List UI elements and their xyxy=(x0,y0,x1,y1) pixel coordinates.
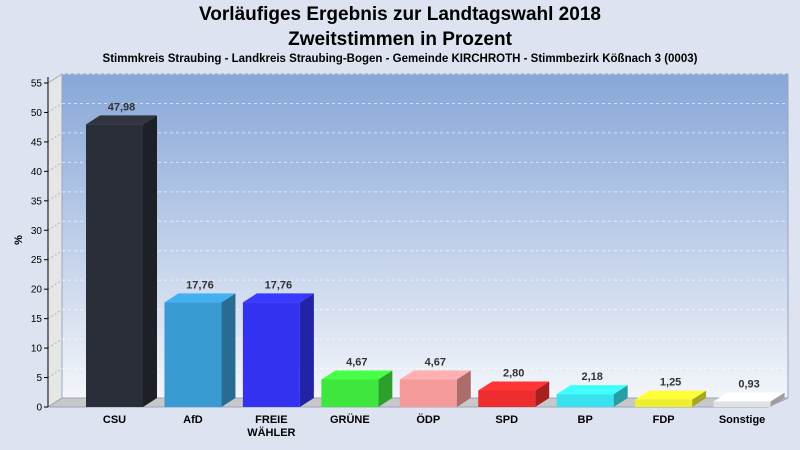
bar-top xyxy=(635,390,707,400)
bar-front xyxy=(478,390,536,407)
data-label: 1,25 xyxy=(660,377,681,389)
bar-3: 17,76 xyxy=(242,279,314,407)
bar-front xyxy=(242,302,300,407)
bar-side xyxy=(378,370,393,407)
y-tick-label: 45 xyxy=(31,137,43,148)
y-tick-label: 35 xyxy=(31,196,43,207)
bar-front xyxy=(164,302,222,407)
gridline-wall xyxy=(47,338,63,349)
y-tick-label: 40 xyxy=(31,167,43,178)
bar-front xyxy=(556,394,614,407)
bar-7: 2,18 xyxy=(556,371,628,407)
y-axis-label: % xyxy=(13,235,25,245)
bar-front xyxy=(635,399,693,407)
bar-8: 1,25 xyxy=(635,377,707,407)
x-tick-label: AfD xyxy=(183,414,203,426)
bar-top xyxy=(556,385,628,395)
bar-top xyxy=(478,381,550,391)
chart-title: Vorläufiges Ergebnis zur Landtagswahl 20… xyxy=(199,4,601,25)
y-tick-label: 10 xyxy=(31,344,43,355)
bar-side xyxy=(299,293,314,407)
left-wall xyxy=(47,73,63,408)
gridline-wall xyxy=(47,103,63,113)
bar-top xyxy=(86,115,157,125)
bar-1: 47,98 xyxy=(86,101,157,407)
data-label: 0,93 xyxy=(738,379,759,391)
bar-9: 0,93 xyxy=(713,379,785,407)
bar-6: 2,80 xyxy=(478,368,550,407)
gridline-wall xyxy=(47,191,63,202)
gridline-wall xyxy=(47,250,63,261)
bar-side xyxy=(613,385,628,407)
gridline-wall xyxy=(47,309,63,320)
chart-caption: Stimmkreis Straubing - Landkreis Straubi… xyxy=(102,53,698,65)
x-tick-label: FREIE WÄHLER xyxy=(247,414,295,439)
bar-side xyxy=(221,293,236,407)
bar-top xyxy=(321,370,393,380)
bar-front xyxy=(86,124,143,407)
bar-front xyxy=(713,401,771,407)
y-tick-label: 50 xyxy=(31,108,43,119)
gridline-wall xyxy=(47,220,63,231)
gridline-wall xyxy=(47,73,63,84)
bar-2: 17,76 xyxy=(164,279,236,407)
x-tick-label: ÖDP xyxy=(416,413,440,426)
y-tick-label: 25 xyxy=(31,255,43,266)
gridline-wall xyxy=(47,279,63,290)
y-tick-label: 20 xyxy=(31,285,43,296)
bar-5: 4,67 xyxy=(399,356,471,407)
data-label: 4,67 xyxy=(425,356,446,368)
x-tick-label: CSU xyxy=(103,414,126,426)
bar-front xyxy=(399,379,457,407)
bar-4: 4,67 xyxy=(321,356,393,407)
bar-top xyxy=(399,370,471,380)
x-tick-label: FDP xyxy=(653,414,675,426)
gridline-wall xyxy=(47,368,63,378)
bar-top xyxy=(242,293,314,303)
gridline-wall xyxy=(47,161,63,172)
bar-front xyxy=(321,379,379,407)
x-tick-label: SPD xyxy=(495,414,518,426)
data-label: 17,76 xyxy=(186,279,214,291)
bar-side xyxy=(535,381,550,407)
x-tick-label: Sonstige xyxy=(719,414,765,426)
gridline-wall xyxy=(47,132,63,143)
data-label: 17,76 xyxy=(265,279,293,291)
bar-side xyxy=(692,390,707,407)
bar-side xyxy=(143,115,157,407)
y-tick-label: 55 xyxy=(31,79,43,90)
data-label: 2,80 xyxy=(503,368,524,380)
y-tick-label: 30 xyxy=(31,226,43,237)
bar-side xyxy=(456,370,471,407)
x-tick-label: BP xyxy=(578,414,593,426)
chart-subtitle: Zweitstimmen in Prozent xyxy=(288,29,512,50)
bar-top xyxy=(713,392,785,402)
y-tick-label: 0 xyxy=(36,403,42,414)
data-label: 4,67 xyxy=(346,356,367,368)
y-tick-label: 5 xyxy=(36,373,42,384)
bar-side xyxy=(770,392,785,407)
data-label: 2,18 xyxy=(581,371,602,383)
bar-top xyxy=(164,293,236,303)
x-tick-label: GRÜNE xyxy=(330,413,370,426)
data-label: 47,98 xyxy=(108,101,136,113)
y-tick-label: 15 xyxy=(31,314,43,325)
